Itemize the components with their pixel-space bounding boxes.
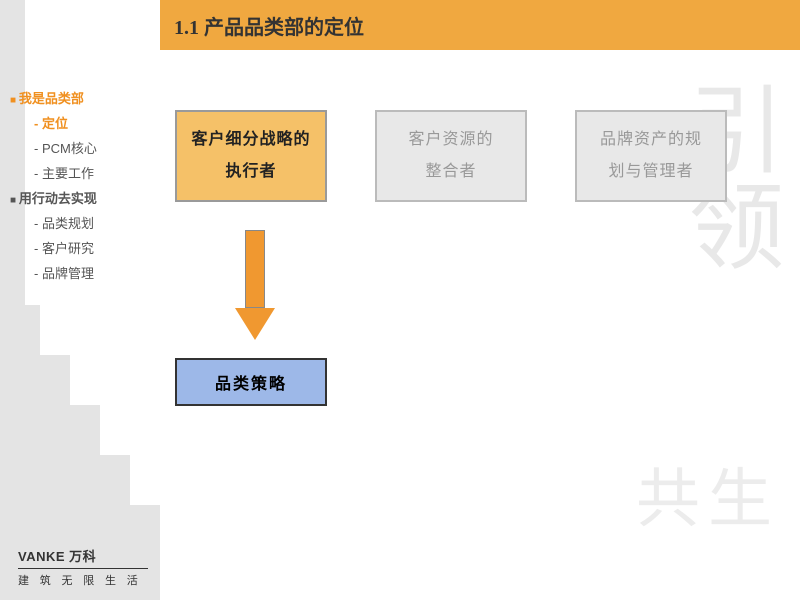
stair-step: [0, 455, 130, 505]
logo-brand: VANKE 万科: [18, 546, 148, 565]
nav-item[interactable]: PCM核心: [10, 135, 160, 160]
result-box-label: 品类策略: [175, 358, 327, 406]
nav-item[interactable]: 我是品类部: [10, 85, 160, 110]
nav-item[interactable]: 品牌管理: [10, 260, 160, 285]
arrow-head: [235, 308, 275, 340]
result-box: 品类策略: [175, 358, 780, 406]
logo-slogan: 建 筑 无 限 生 活: [18, 572, 148, 588]
concept-box: 客户细分战略的执行者: [175, 110, 327, 202]
stair-step: [0, 405, 100, 455]
slide-header: 1.1 产品品类部的定位: [160, 0, 800, 50]
box-row: 客户细分战略的执行者客户资源的整合者品牌资产的规划与管理者: [175, 110, 780, 202]
nav-item[interactable]: 用行动去实现: [10, 185, 160, 210]
logo-divider: [18, 568, 148, 569]
slide-content: 客户细分战略的执行者客户资源的整合者品牌资产的规划与管理者 品类策略: [175, 80, 780, 406]
stair-step: [0, 355, 70, 405]
stair-step: [0, 305, 40, 355]
nav-item[interactable]: 品类规划: [10, 210, 160, 235]
concept-box: 品牌资产的规划与管理者: [575, 110, 727, 202]
arrow-down: [235, 230, 275, 340]
nav-outline: 我是品类部定位PCM核心主要工作用行动去实现品类规划客户研究品牌管理: [10, 85, 160, 285]
slide-title: 1.1 产品品类部的定位: [174, 11, 364, 40]
concept-box: 客户资源的整合者: [375, 110, 527, 202]
nav-item[interactable]: 定位: [10, 110, 160, 135]
watermark-sub: 共生: [636, 448, 780, 540]
arrow-shaft: [245, 230, 265, 308]
nav-item[interactable]: 主要工作: [10, 160, 160, 185]
nav-item[interactable]: 客户研究: [10, 235, 160, 260]
footer-logo: VANKE 万科 建 筑 无 限 生 活: [18, 546, 148, 588]
